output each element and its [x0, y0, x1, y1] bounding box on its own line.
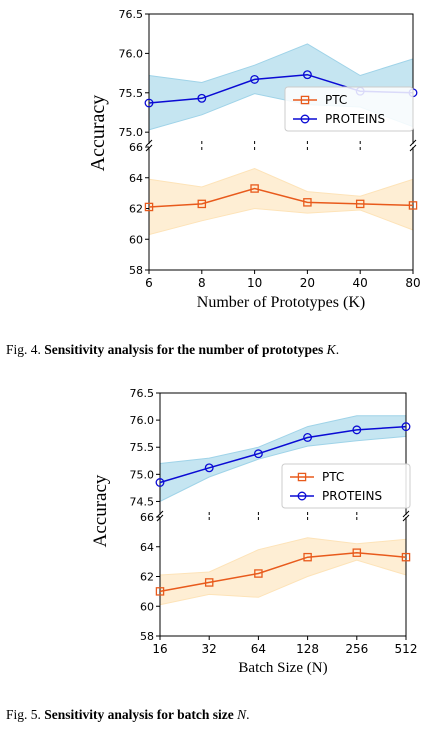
caption-2-symbol: N — [237, 707, 247, 722]
data-point-ptc — [303, 198, 312, 207]
y-tick-label: 75.0 — [119, 126, 144, 139]
upper-panel-frame — [148, 13, 414, 144]
figure-caption-1: Fig. 4. Sensitivity analysis for the num… — [6, 342, 339, 358]
y-tick-label: 60 — [140, 600, 154, 613]
y-tick-label: 75.0 — [130, 468, 155, 481]
x-tick-label: 128 — [296, 642, 319, 656]
x-tick-label: 64 — [251, 642, 266, 656]
data-point-ptc — [355, 199, 365, 209]
series-line-proteins — [159, 425, 407, 484]
caption-2-label: Fig. 5. — [6, 707, 41, 722]
legend-marker-ptc — [300, 95, 310, 105]
y-tick-label: 75.5 — [119, 87, 144, 100]
data-point-ptc — [401, 552, 411, 562]
caption-1-label: Fig. 4. — [6, 342, 41, 357]
y-axis-label: Accuracy — [87, 95, 109, 172]
x-tick-label: 6 — [145, 276, 153, 290]
caption-1-end: . — [335, 342, 340, 357]
data-point-ptc — [197, 199, 207, 209]
y-tick-label: 75.5 — [130, 441, 155, 454]
x-tick-label: 32 — [202, 642, 217, 656]
y-tick-label: 76.0 — [130, 414, 155, 427]
batch-size-sensitivity-chart: 74.5 75.0 75.5 76.0 76.5 58 60 62 64 66 16 32 64 128 2… — [90, 387, 418, 676]
x-axis-label: Number of Prototypes (K) — [197, 294, 365, 311]
caption-2-text: Sensitivity analysis for batch size — [44, 707, 234, 722]
data-point-proteins — [204, 463, 214, 473]
data-point-ptc — [155, 587, 165, 596]
data-point-ptc — [204, 578, 214, 587]
legend-marker-ptc — [297, 472, 307, 482]
data-point-proteins — [155, 478, 165, 487]
x-tick-label: 8 — [198, 276, 206, 290]
series-line-ptc — [159, 551, 407, 593]
x-tick-label: 10 — [247, 276, 262, 290]
legend-label-ptc: PTC — [325, 93, 347, 107]
data-point-proteins — [352, 425, 362, 435]
data-point-ptc — [303, 552, 312, 562]
legend-marker-proteins — [300, 114, 310, 124]
y-tick-label: 64 — [140, 541, 154, 554]
data-point-ptc — [408, 201, 418, 210]
y-tick-label: 66 — [140, 511, 154, 524]
confidence-band-ptc — [148, 167, 414, 236]
x-tick-label: 80 — [405, 276, 420, 290]
upper-panel-frame — [159, 392, 407, 515]
data-point-ptc — [352, 548, 362, 557]
series-line-ptc — [148, 187, 414, 208]
caption-2-end: . — [246, 707, 250, 722]
legend-box — [284, 86, 414, 132]
x-tick-label: 256 — [345, 642, 368, 656]
y-tick-label: 60 — [129, 233, 143, 246]
y-tick-label: 58 — [140, 630, 154, 643]
caption-1-symbol: K — [326, 342, 336, 357]
legend-box — [281, 463, 411, 509]
y-tick-label: 76.5 — [130, 387, 155, 400]
y-tick-label: 66 — [129, 141, 143, 154]
figure-caption-2: Fig. 5. Sensitivity analysis for batch s… — [6, 707, 250, 723]
x-tick-label: 20 — [300, 276, 315, 290]
legend-marker-proteins — [297, 491, 307, 501]
data-point-proteins — [253, 449, 263, 459]
y-tick-label: 62 — [140, 571, 154, 584]
data-point-ptc — [254, 569, 263, 578]
data-point-proteins — [197, 93, 207, 103]
data-point-proteins — [144, 98, 154, 108]
y-tick-label: 74.5 — [130, 495, 155, 508]
x-tick-label: 512 — [395, 642, 418, 656]
y-tick-label: 76.0 — [119, 47, 144, 60]
data-point-proteins — [401, 422, 411, 432]
y-axis-label: Accuracy — [90, 474, 111, 547]
y-tick-label: 76.5 — [119, 8, 144, 21]
y-tick-label: 64 — [129, 172, 143, 185]
y-tick-label: 62 — [129, 203, 143, 216]
legend-label-proteins: PROTEINS — [322, 489, 382, 503]
y-tick-label: 58 — [129, 264, 143, 277]
x-tick-label: 40 — [353, 276, 368, 290]
legend-label-proteins: PROTEINS — [325, 112, 385, 126]
caption-1-text: Sensitivity analysis for the number of p… — [44, 342, 324, 357]
data-point-proteins — [302, 70, 312, 80]
confidence-band-ptc — [159, 537, 407, 606]
data-point-proteins — [250, 74, 260, 84]
data-point-proteins — [303, 433, 313, 442]
x-axis-label: Batch Size (N) — [238, 660, 327, 676]
data-point-ptc — [144, 202, 154, 212]
legend-label-ptc: PTC — [322, 470, 344, 484]
data-point-ptc — [250, 184, 259, 193]
x-tick-label: 16 — [152, 642, 167, 656]
